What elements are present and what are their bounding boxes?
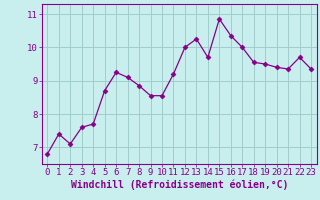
X-axis label: Windchill (Refroidissement éolien,°C): Windchill (Refroidissement éolien,°C) (70, 180, 288, 190)
